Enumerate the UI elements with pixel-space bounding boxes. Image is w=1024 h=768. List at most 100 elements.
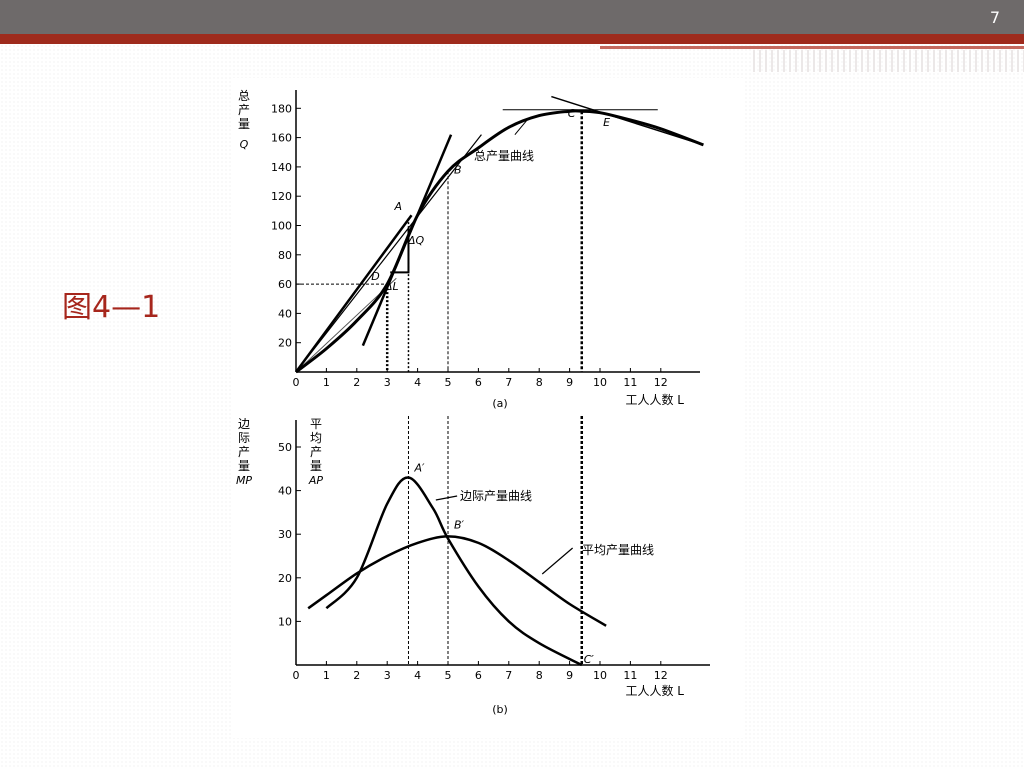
panel-a-points: A B C D E: [371, 107, 610, 283]
panel-a-tangents: [294, 95, 704, 373]
panel-b-ytick-label: 50: [278, 441, 292, 454]
decorative-stripes: [753, 50, 1024, 72]
panel-b-ylabel-left-char: 边: [238, 417, 250, 431]
panel-b-axes: [295, 420, 710, 666]
point-b: B: [454, 163, 462, 176]
panel-b-ylabel-right-char: 平: [310, 417, 322, 431]
panel-a-ytick-label: 20: [278, 337, 292, 350]
panel-b-ylabel-right: 平均产量: [310, 417, 322, 473]
panel-a-ylabel-char: 产: [238, 103, 250, 117]
panel-b-yticks: 10 20 30 40 50: [278, 441, 301, 628]
panel-b-xtick-label: 2: [353, 669, 360, 682]
panel-b-ytick-label: 40: [278, 485, 292, 498]
panel-a-xtick-label: 2: [353, 376, 360, 389]
panel-a-axes: [295, 90, 700, 373]
panel-a-ytick-label: 120: [271, 190, 292, 203]
delta-q-annotation: ΔQ: [407, 234, 425, 247]
panel-b-ytick-label: 20: [278, 572, 292, 585]
panel-b-xtick-label: 10: [593, 669, 607, 682]
mp-label-pointer: [435, 495, 458, 501]
panel-a-xlabel: 工人人数 L: [625, 392, 684, 407]
title-bar: [0, 0, 1024, 34]
panel-b-ylabel-left: 边际产量: [238, 417, 250, 473]
panel-b-ylabel-right-char: 量: [310, 459, 322, 473]
mp-curve-label: 边际产量曲线: [460, 489, 532, 503]
delta-triangle: [390, 228, 410, 274]
panel-a-xtick-label: 8: [536, 376, 543, 389]
panel-b-xtick-label: 4: [414, 669, 421, 682]
panel-b-xtick-label: 1: [323, 669, 330, 682]
panel-b-xtick-label: 11: [623, 669, 637, 682]
panel-a-xtick-label: 10: [593, 376, 607, 389]
panel-b-xtick-label: 5: [445, 669, 452, 682]
point-b-0: A′: [413, 462, 425, 475]
panel-a-xtick-label: 5: [445, 376, 452, 389]
panel-b-ylabel-left-char: 际: [238, 431, 250, 445]
delta-l-annotation: ΔL: [384, 280, 399, 293]
panel-b-points: A′ B′ C′: [413, 462, 594, 666]
ap-curve: [307, 535, 607, 627]
panel-a-xtick-label: 12: [654, 376, 668, 389]
panel-a-xtick-label: 7: [505, 376, 512, 389]
panel-b-ylabel-left-symbol: MP: [236, 474, 252, 487]
ray-to-a: [294, 214, 413, 373]
panel-b-ylabel-right-char: 产: [310, 445, 322, 459]
panel-b-ylabel-right-symbol: AP: [308, 474, 324, 487]
panel-b-xtick-label: 9: [566, 669, 573, 682]
panel-b-xtick-label: 12: [654, 669, 668, 682]
figure-label: 图4—1: [62, 290, 161, 325]
panel-b-ylabel-left-char: 产: [238, 445, 250, 459]
panel-b-xtick-label: 7: [505, 669, 512, 682]
panel-a-ylabel-symbol: Q: [240, 138, 249, 151]
panel-a-ytick-label: 60: [278, 278, 292, 291]
panel-b-ytick-label: 10: [278, 615, 292, 628]
panel-b-xticks: 0 1 2 3 4 5 6 7 8 9 10 11 12: [293, 661, 668, 682]
panel-a-yticks: 20 40 60 80 100 120 140 160 180: [271, 102, 301, 350]
panel-b-xtick-label: 6: [475, 669, 482, 682]
panel-a-xtick-label: 3: [384, 376, 391, 389]
panel-b-xtick-label: 0: [293, 669, 300, 682]
point-b-2: C′: [584, 653, 595, 666]
panel-b-series: [307, 476, 607, 667]
slide-number: 7: [989, 8, 1000, 27]
point-c: C: [568, 107, 576, 120]
ray-to-b: [295, 134, 482, 373]
ap-curve-label: 平均产量曲线: [582, 543, 654, 557]
panel-b-xtick-label: 8: [536, 669, 543, 682]
panel-b-ylabel-left-char: 量: [238, 459, 250, 473]
point-a: A: [393, 200, 402, 213]
panel-a-ylabel-char: 量: [238, 117, 250, 131]
panel-a-ytick-label: 40: [278, 307, 292, 320]
mp-curve: [325, 476, 583, 667]
point-d: D: [371, 270, 379, 283]
tangent-at-e: [551, 95, 704, 146]
panel-a-xtick-label: 11: [623, 376, 637, 389]
panel-b-ytick-label: 30: [278, 528, 292, 541]
panel-a-xtick-label: 9: [566, 376, 573, 389]
panel-a-xtick-label: 4: [414, 376, 421, 389]
panel-a-xtick-label: 6: [475, 376, 482, 389]
panel-a-ytick-label: 100: [271, 220, 292, 233]
panel-b-guides: [407, 416, 584, 665]
panel-b-xtick-label: 3: [384, 669, 391, 682]
panel-a-ylabel: 总产量: [238, 89, 250, 131]
panel-a-ytick-label: 180: [271, 102, 292, 115]
panel-a-xtick-label: 1: [323, 376, 330, 389]
panel-b-xlabel: 工人人数 L: [625, 683, 684, 698]
panel-a-caption: (a): [492, 397, 507, 410]
panel-a-xtick-label: 0: [293, 376, 300, 389]
tp-label-pointer: [514, 119, 528, 135]
panel-a-ytick-label: 80: [278, 249, 292, 262]
accent-line: [600, 46, 1024, 49]
panel-a-series: [295, 109, 704, 374]
point-b-1: B′: [454, 518, 465, 531]
panel-b-ylabel-right-char: 均: [310, 431, 322, 445]
ap-label-pointer: [541, 547, 574, 575]
panel-a-guides: [296, 111, 584, 372]
panel-b-caption: (b): [492, 703, 508, 716]
panel-a-ylabel-char: 总: [238, 89, 250, 103]
